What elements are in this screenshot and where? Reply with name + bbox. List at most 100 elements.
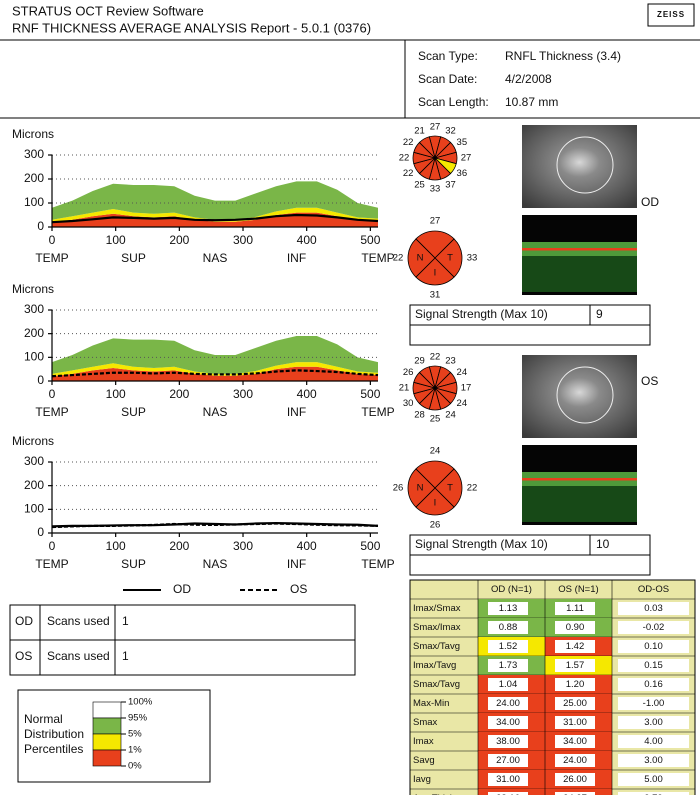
clock-value: 36 (457, 168, 468, 179)
x-region-label: TEMP (361, 405, 394, 419)
clock-value: 24 (457, 398, 468, 409)
clock-value: 22 (399, 153, 410, 164)
stats-row-label: Max-Min (413, 698, 449, 709)
x-region-label: INF (287, 557, 306, 571)
percentile-band (52, 207, 378, 223)
report-subtitle: RNF THICKNESS AVERAGE ANALYSIS Report - … (12, 20, 371, 35)
stats-cell: 3.79 (644, 793, 663, 795)
stats-cell-box (488, 602, 528, 615)
scan-info-label: Scan Date: (418, 72, 477, 86)
stats-cell: 0.90 (566, 622, 585, 633)
scans-cell: 1 (122, 649, 129, 663)
logo: ZEISS (657, 10, 685, 19)
stats-cell-box (555, 792, 595, 795)
scan-circle (556, 136, 614, 194)
legend-color (92, 749, 122, 767)
quadrant-value: 26 (430, 520, 441, 531)
x-region-label: NAS (203, 405, 228, 419)
quadrant-value: 27 (430, 216, 441, 227)
signal-label: Signal Strength (Max 10) (415, 537, 548, 551)
stats-cell: 3.00 (644, 717, 663, 728)
stats-cell: 3.00 (644, 755, 663, 766)
y-tick-label: 200 (24, 326, 44, 340)
stats-cell-box (555, 735, 595, 748)
y-tick-label: 200 (24, 478, 44, 492)
clock-value: 24 (457, 367, 468, 378)
x-tick-label: 500 (360, 233, 380, 247)
x-tick-label: 300 (233, 539, 253, 553)
y-tick-label: 300 (24, 454, 44, 468)
clock-sector (418, 136, 436, 160)
quadrant-sector (407, 468, 436, 508)
stats-cell: 34.00 (563, 736, 587, 747)
quadrant-letter: I (434, 498, 437, 509)
stats-cell-box (488, 659, 528, 672)
stats-header: OD (N=1) (491, 584, 532, 595)
stats-row-label: Smax/Tavg (413, 679, 460, 690)
report-title: STRATUS OCT Review Software (12, 3, 204, 18)
signal-label: Signal Strength (Max 10) (415, 307, 548, 321)
signal-value: 9 (596, 307, 603, 321)
stats-cell-box (618, 621, 689, 634)
legend-tick-label: 0% (128, 761, 142, 772)
quadrant-letter: N (417, 253, 424, 264)
y-axis-label: Microns (12, 434, 54, 448)
stats-cell: 0.10 (644, 641, 663, 652)
x-tick-label: 500 (360, 539, 380, 553)
x-region-label: TEMP (361, 251, 394, 265)
clock-value: 25 (430, 414, 441, 425)
stats-cell: -1.00 (643, 698, 665, 709)
stats-cell-box (555, 773, 595, 786)
stats-cell-box (488, 735, 528, 748)
stats-cell: 34.00 (496, 717, 520, 728)
x-tick-label: 400 (297, 387, 317, 401)
x-region-label: TEMP (35, 405, 68, 419)
quadrant-letter: T (447, 483, 453, 494)
stats-cell-box (618, 773, 689, 786)
clock-value: 32 (445, 126, 456, 137)
y-tick-label: 0 (37, 219, 44, 233)
quadrant-letter: I (434, 268, 437, 279)
clock-value: 33 (430, 184, 441, 195)
eye-label: OD (641, 195, 659, 209)
x-tick-label: 100 (106, 539, 126, 553)
x-tick-label: 300 (233, 387, 253, 401)
stats-cell-box (488, 640, 528, 653)
x-tick-label: 0 (49, 233, 56, 247)
quadrant-value: 31 (430, 290, 441, 301)
legend-tick-label: 95% (128, 713, 148, 724)
clock-value: 35 (457, 137, 468, 148)
stats-cell: -0.02 (643, 622, 665, 633)
stats-cell-box (488, 716, 528, 729)
stats-cell: 28.16 (496, 793, 520, 795)
clock-value: 17 (461, 383, 472, 394)
stats-row-label: Imax (413, 736, 434, 747)
quadrant-value: 22 (393, 253, 404, 264)
scan-info-value: 4/2/2008 (505, 72, 552, 86)
stats-cell-box (618, 659, 689, 672)
fundus-image (522, 125, 637, 208)
stats-cell: 4.00 (644, 736, 663, 747)
stats-cell-box (618, 754, 689, 767)
stats-cell-box (488, 792, 528, 795)
stats-row-label: Smax/Imax (413, 622, 461, 633)
scan-info-value: 10.87 mm (505, 95, 558, 109)
legend-tick-label: 1% (128, 745, 142, 756)
stats-header: OS (N=1) (558, 584, 598, 595)
stats-cell: 1.11 (566, 603, 584, 614)
clock-value: 22 (430, 352, 441, 363)
legend-tick-label: 100% (128, 697, 153, 708)
stats-row-label: Savg (413, 755, 435, 766)
stats-cell: 25.00 (563, 698, 587, 709)
x-tick-label: 0 (49, 387, 56, 401)
stats-cell-box (555, 659, 595, 672)
x-tick-label: 200 (169, 539, 189, 553)
stats-cell-box (488, 697, 528, 710)
x-region-label: SUP (121, 405, 146, 419)
stats-cell: 31.00 (496, 774, 520, 785)
y-tick-label: 0 (37, 373, 44, 387)
clock-value: 22 (403, 168, 414, 179)
y-tick-label: 100 (24, 195, 44, 209)
clock-value: 28 (414, 409, 425, 420)
